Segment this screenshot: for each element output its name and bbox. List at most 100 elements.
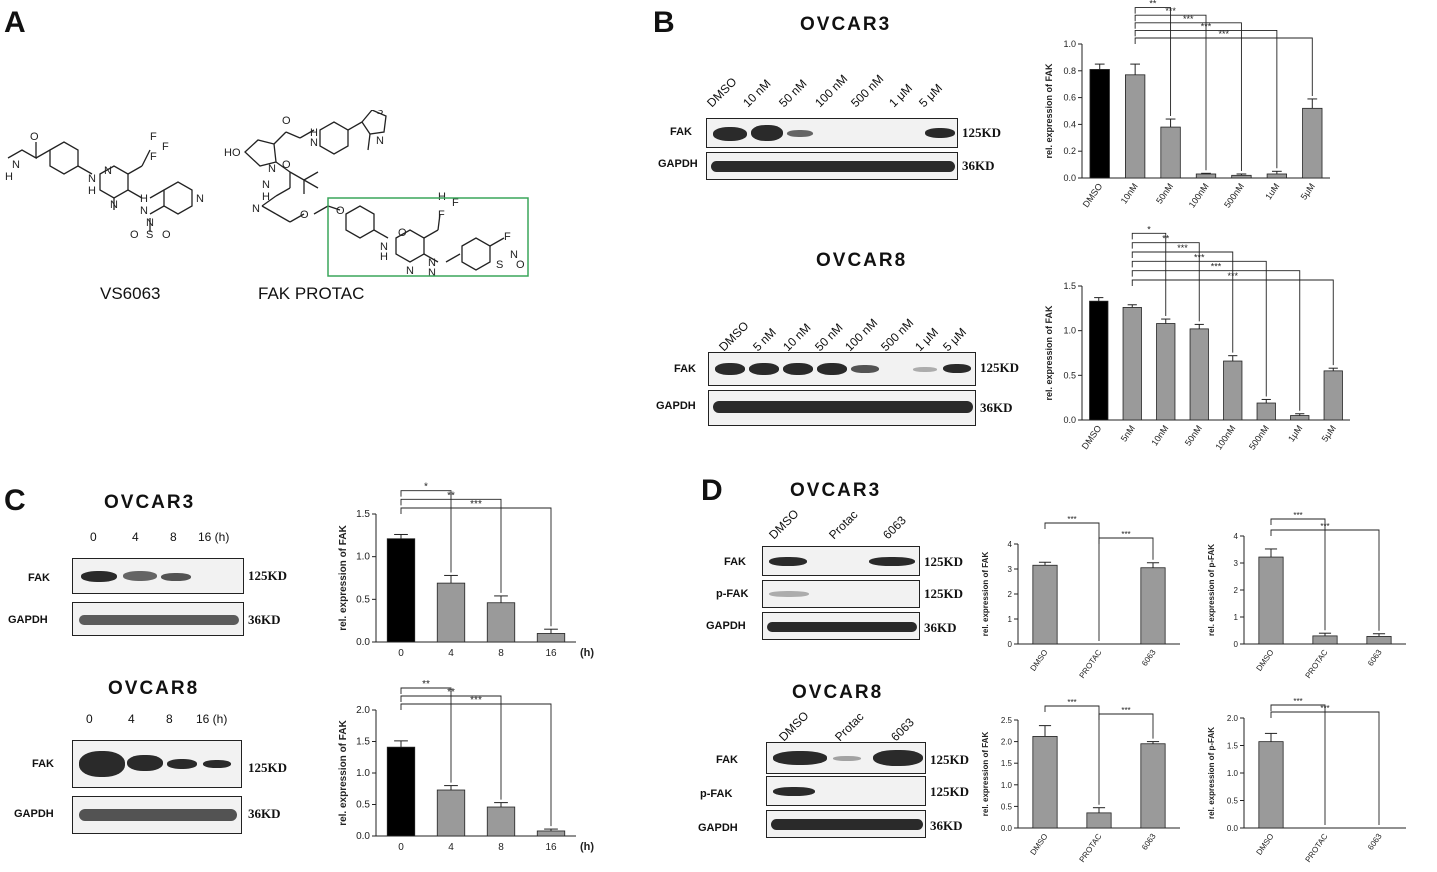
lane-label: 0 (90, 530, 97, 544)
atom-label: O (516, 259, 525, 271)
x-tick-label: 100nM (1213, 423, 1237, 451)
significance-bracket (400, 498, 502, 593)
x-tick-label: 500nM (1247, 423, 1271, 451)
y-tick-label: 1.5 (1063, 281, 1076, 291)
c-ovcar8-gapdh-blot (72, 796, 242, 834)
significance-bracket (1131, 279, 1334, 366)
significance-mark: *** (1320, 522, 1329, 531)
atom-label: H (88, 185, 96, 197)
x-tick-label: DMSO (1255, 648, 1276, 673)
lane-label: 5 μM (916, 81, 946, 110)
y-tick-label: 1.5 (356, 509, 370, 520)
y-tick-label: 0.0 (1001, 824, 1013, 833)
lane-label: Protac (826, 507, 861, 542)
fak-protac-atom-labels: HO O H N N S N N O H N O O O N N H N N H… (224, 110, 525, 279)
bar (1258, 556, 1284, 645)
d-ovcar3-title: OVCAR3 (790, 480, 882, 501)
bar (1125, 74, 1146, 179)
atom-label: N (88, 173, 96, 185)
bar (1032, 564, 1058, 645)
bar (436, 582, 466, 643)
significance-mark: ** (447, 490, 455, 501)
x-tick-label: 5nM (1119, 423, 1137, 443)
panel-letter-b: B (653, 6, 675, 39)
lane-label: DMSO (766, 506, 802, 542)
c-ovcar8-kd-gapdh: 36KD (248, 806, 281, 821)
y-tick-label: 0.8 (1063, 66, 1076, 76)
c-ovcar3-title: OVCAR3 (104, 492, 196, 513)
bar (1256, 402, 1276, 421)
y-tick-label: 2 (1008, 590, 1013, 599)
d-ovcar3-gapdh-blot (762, 612, 920, 640)
y-tick-label: 0.5 (1063, 370, 1076, 380)
lane-label: 1 μM (886, 81, 916, 110)
b-ovcar8-title: OVCAR8 (816, 250, 908, 271)
y-tick-label: 0.0 (1063, 415, 1076, 425)
lane-label: 4 (132, 530, 139, 544)
significance-bracket (1131, 270, 1301, 411)
d-ovcar8-kd-pfak: 125KD (930, 784, 969, 799)
significance-bracket (1134, 29, 1278, 169)
significance-mark: *** (1121, 706, 1130, 715)
y-tick-label: 0.0 (356, 831, 370, 842)
d-ovcar8-gapdh-blot (766, 810, 926, 838)
y-tick-label: 1 (1008, 615, 1013, 624)
bar (1231, 174, 1252, 179)
c-ovcar8-kd-fak: 125KD (248, 760, 287, 775)
lane-label: DMSO (704, 74, 740, 110)
atom-label: F (150, 151, 157, 163)
b-ovcar3-row-gapdh: GAPDH (658, 158, 698, 170)
x-tick-label: 0 (398, 842, 404, 853)
significance-bracket (1044, 705, 1100, 805)
atom-label: H (310, 127, 318, 139)
vs6063-structure (7, 141, 193, 232)
x-tick-label: 5μM (1320, 423, 1338, 443)
lane-label: 16 (h) (196, 712, 228, 726)
x-tick-label: PROTAC (1303, 648, 1329, 680)
b-ovcar3-row-fak: FAK (670, 126, 692, 138)
significance-mark: *** (1067, 515, 1076, 524)
c-ovcar3-kd-gapdh: 36KD (248, 612, 281, 627)
significance-mark: *** (1211, 262, 1222, 272)
significance-bracket (1270, 518, 1326, 631)
x-tick-label: PROTAC (1077, 832, 1103, 864)
bar (1140, 567, 1166, 645)
significance-bracket (1270, 529, 1380, 631)
lane-label: 100 nM (812, 71, 851, 110)
c-ovcar3-fak-blot (72, 558, 244, 594)
c-ovcar8-row-fak: FAK (32, 758, 54, 770)
c-ovcar3-row-fak: FAK (28, 572, 50, 584)
bar (1156, 323, 1176, 421)
x-tick-label: 100nM (1187, 181, 1211, 209)
x-tick-label: 8 (498, 842, 504, 853)
significance-bracket (1134, 37, 1313, 96)
significance-bracket (1134, 14, 1207, 171)
d-ovcar8-row-pfak: p-FAK (700, 788, 733, 800)
lane-label: 4 (128, 712, 135, 726)
y-tick-label: 1.5 (356, 737, 370, 748)
chart-d-ovcar3-fak: 0 1 2 3 4 rel. expression of FAK DMSO PROTAC 606… (981, 515, 1180, 680)
significance-bracket (1134, 22, 1242, 171)
y-tick-label: 4 (1234, 532, 1239, 541)
atom-label: N (146, 217, 154, 229)
significance-mark: *** (1165, 6, 1176, 16)
significance-mark: *** (1320, 704, 1329, 713)
y-tick-label: 4 (1008, 540, 1013, 549)
bar (1032, 736, 1058, 829)
lane-label: 6063 (888, 715, 917, 744)
bar (1312, 635, 1338, 645)
x-tick-label: 4 (448, 842, 454, 853)
significance-mark: * (1147, 224, 1151, 234)
y-tick-label: 1.5 (1227, 742, 1239, 751)
y-tick-label: 0.5 (356, 594, 370, 605)
lane-label: 8 (166, 712, 173, 726)
c-ovcar8-title: OVCAR8 (108, 678, 200, 699)
y-tick-label: 0.5 (1001, 802, 1013, 811)
x-tick-label: 50nM (1183, 423, 1204, 447)
d-ovcar3-kd-fak: 125KD (924, 554, 963, 569)
panel-letter-d: D (701, 474, 723, 507)
atom-label: N (262, 179, 270, 191)
atom-label: S (146, 229, 153, 241)
b-ovcar3-title: OVCAR3 (800, 14, 892, 35)
significance-mark: *** (1218, 29, 1229, 39)
